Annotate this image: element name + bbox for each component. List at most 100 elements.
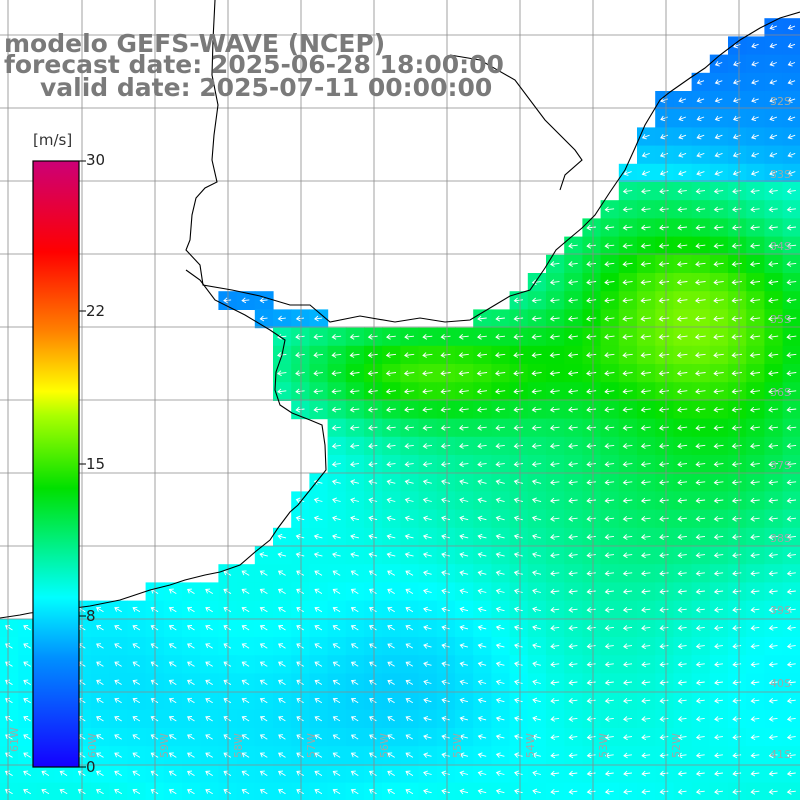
wind-arrow (241, 752, 250, 758)
wind-cell (109, 782, 128, 800)
wind-arrow (714, 788, 723, 795)
wind-arrow (768, 443, 779, 449)
wind-arrow (513, 624, 523, 631)
wind-arrow (622, 461, 633, 468)
wind-arrow (550, 588, 560, 595)
wind-arrow (713, 552, 724, 559)
wind-cell (54, 782, 74, 800)
wind-cell (364, 782, 383, 800)
wind-arrow (477, 588, 487, 595)
wind-arrow (205, 752, 213, 758)
wind-arrow (423, 606, 432, 613)
wind-arrow (623, 170, 632, 176)
wind-arrow (713, 315, 724, 322)
wind-arrow (732, 552, 742, 559)
wind-arrow (514, 697, 523, 704)
wind-arrow (622, 424, 633, 431)
wind-arrow (223, 679, 232, 685)
wind-arrow (114, 734, 122, 740)
wind-arrow (695, 388, 706, 395)
wind-arrow (531, 424, 542, 431)
wind-arrow (513, 352, 524, 358)
wind-arrow (295, 515, 305, 522)
wind-arrow (623, 734, 633, 741)
wind-arrow (96, 625, 104, 631)
wind-arrow (422, 515, 432, 522)
wind-arrow (531, 370, 542, 377)
wind-arrow (114, 788, 123, 795)
wind-arrow (132, 716, 141, 722)
wind-arrow (332, 533, 341, 540)
wind-arrow (659, 697, 669, 704)
wind-arrow (259, 606, 268, 613)
wind-arrow (531, 315, 542, 322)
wind-arrow (295, 370, 305, 377)
wind-arrow (641, 788, 651, 795)
wind-arrow (386, 333, 396, 340)
wind-arrow (695, 716, 705, 722)
wind-arrow (659, 716, 669, 722)
wind-arrow (59, 788, 68, 795)
wind-arrow (677, 497, 687, 504)
wind-arrow (732, 788, 742, 795)
wind-arrow (695, 243, 706, 249)
lat-label-36s: 36S (770, 386, 791, 399)
lat-label-35s: 35S (770, 313, 791, 326)
wind-arrow (386, 479, 396, 485)
wind-arrow (349, 352, 360, 358)
wind-arrow (568, 697, 578, 704)
wind-arrow (96, 661, 104, 667)
wind-arrow (205, 643, 213, 649)
wind-arrow (5, 697, 13, 704)
wind-arrow (568, 552, 578, 559)
wind-arrow (369, 697, 377, 704)
wind-arrow (168, 788, 177, 795)
wind-arrow (331, 388, 342, 395)
wind-arrow (786, 370, 797, 377)
wind-arrow (132, 752, 141, 758)
wind-arrow (550, 734, 560, 740)
wind-arrow (640, 261, 651, 267)
wind-arrow (369, 679, 377, 685)
wind-arrow (714, 152, 723, 158)
wind-arrow (513, 461, 524, 468)
uruguay-border-line (449, 54, 583, 191)
wind-arrow (331, 443, 341, 449)
wind-arrow (586, 461, 596, 468)
wind-arrow (623, 770, 632, 777)
wind-arrow (477, 461, 487, 468)
wind-arrow (604, 552, 615, 559)
wind-arrow (405, 716, 414, 722)
wind-arrow (732, 716, 742, 722)
wind-arrow (731, 352, 743, 358)
wind-arrow (786, 534, 796, 540)
wind-arrow (604, 752, 614, 759)
wind-arrow (677, 224, 688, 231)
wind-arrow (458, 406, 469, 413)
wind-arrow (259, 788, 268, 795)
wind-arrow (404, 515, 414, 522)
wind-arrow (277, 315, 286, 322)
wind-arrow (676, 297, 688, 304)
wind-arrow (586, 406, 597, 413)
wind-arrow (531, 479, 542, 485)
wind-arrow (568, 606, 578, 613)
wind-arrow (241, 643, 250, 649)
wind-arrow (168, 734, 177, 740)
wind-arrow (586, 443, 596, 449)
wind-arrow (786, 625, 796, 631)
wind-arrow (750, 697, 760, 704)
wind-arrow (641, 606, 651, 613)
wind-arrow (405, 752, 414, 758)
wind-arrow (350, 716, 359, 722)
wind-arrow (604, 261, 615, 267)
wind-arrow (205, 716, 213, 722)
wind-arrow (640, 206, 651, 213)
wind-arrow (386, 552, 396, 558)
wind-arrow (750, 588, 760, 595)
wind-arrow (423, 643, 432, 649)
wind-arrow (349, 406, 360, 413)
wind-arrow (296, 697, 304, 704)
wind-arrow (405, 643, 414, 649)
wind-arrow (550, 643, 560, 650)
